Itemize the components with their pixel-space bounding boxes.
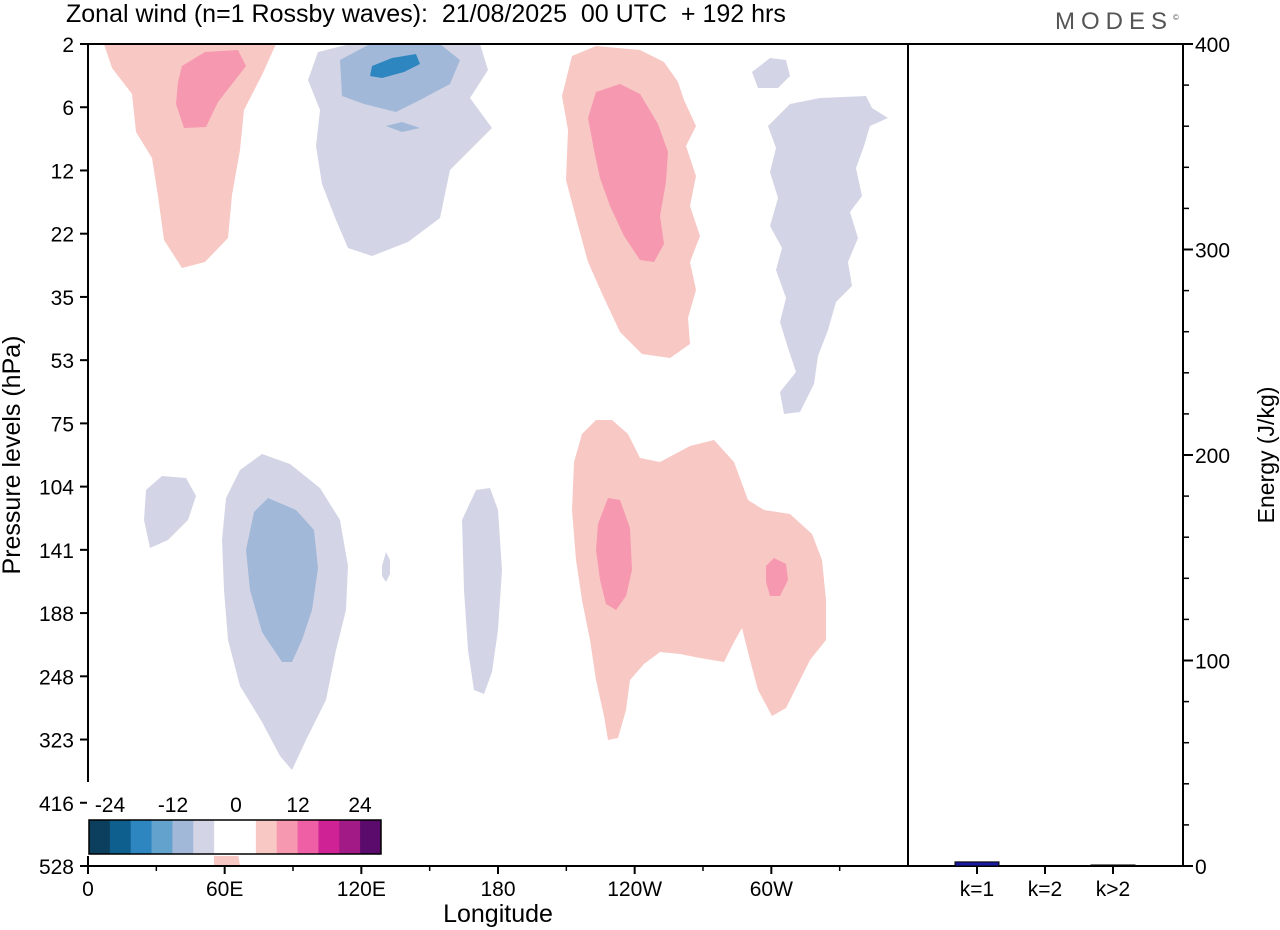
- contour-neg1-trop-d: [462, 488, 502, 694]
- colorbar-swatch: [297, 820, 319, 854]
- colorbar-swatch: [339, 820, 361, 854]
- pressure-tick-label: 2: [62, 34, 74, 57]
- colorbar-swatch: [89, 820, 111, 854]
- contour-neg2-trop-b: [246, 498, 318, 662]
- colorbar-swatch: [109, 820, 132, 854]
- pressure-tick-label: 528: [39, 856, 74, 879]
- pressure-tick-label: 416: [39, 793, 74, 816]
- colorbar-swatch: [130, 820, 153, 854]
- longitude-tick-label: 180: [480, 878, 515, 901]
- contour-pos2-trop-e-b: [766, 558, 788, 596]
- longitude-axis: 0 60E 120E 180 120W 60W: [82, 866, 841, 901]
- contour-pos2-trop-e-a: [596, 498, 632, 610]
- longitude-tick-label: 0: [82, 878, 94, 901]
- energy-bar-1: [954, 861, 1000, 867]
- contour-neg2-strat-b-small: [386, 122, 420, 132]
- pressure-tick-label: 188: [39, 603, 74, 626]
- brand-mark: ©: [1173, 13, 1179, 22]
- colorbar-label: -12: [158, 794, 188, 817]
- colorbar-label: -24: [95, 794, 126, 817]
- pressure-tick-label: 323: [39, 730, 74, 753]
- brand-name: MODES: [1055, 8, 1174, 35]
- energy-bars: k=1 k=2 k>2: [954, 861, 1136, 901]
- energy-tick-label: 400: [1195, 34, 1230, 57]
- energy-tick-label: 100: [1195, 651, 1230, 674]
- colorbar-swatch: [172, 820, 194, 854]
- energy-tick-label: 200: [1195, 445, 1230, 468]
- pressure-tick-label: 35: [51, 287, 74, 310]
- pressure-tick-label: 53: [51, 350, 74, 373]
- wind-field: [104, 44, 888, 866]
- colorbar-swatch: [235, 820, 257, 854]
- energy-bar-3: [1090, 864, 1136, 867]
- pressure-tick-label: 141: [39, 540, 74, 563]
- colorbar-label: 0: [230, 794, 242, 817]
- bar-category-label: k=1: [960, 878, 994, 901]
- chart-title: Zonal wind (n=1 Rossby waves): 21/08/202…: [66, 0, 786, 28]
- colorbar: -24 -12 0 12 24: [87, 782, 383, 856]
- pressure-tick-label: 6: [62, 97, 74, 120]
- contour-pos1-strat-a: [104, 44, 276, 268]
- energy-axis-label: Energy (J/kg): [1253, 387, 1279, 524]
- colorbar-swatch: [151, 820, 173, 854]
- longitude-tick-label: 120W: [607, 878, 662, 901]
- energy-tick-label: 0: [1195, 856, 1207, 879]
- pressure-axis: 2 6 12 22 35 53 75 104 141 188 248 323 416 528: [39, 34, 88, 879]
- pressure-tick-label: 75: [51, 413, 74, 436]
- contour-neg1-trop-a-small: [144, 476, 196, 548]
- colorbar-label: 24: [348, 794, 372, 817]
- longitude-tick-label: 60W: [750, 878, 793, 901]
- x-axis-label: Longitude: [443, 900, 553, 928]
- colorbar-swatch: [214, 820, 236, 854]
- y-axis-label: Pressure levels (hPa): [0, 336, 26, 575]
- contour-neg2-strat-b: [340, 44, 460, 112]
- contour-neg3-strat-b: [370, 54, 420, 78]
- longitude-tick-label: 60E: [206, 878, 243, 901]
- longitude-tick-label: 120E: [337, 878, 386, 901]
- brand-logo: MODES©: [1055, 8, 1179, 36]
- colorbar-frame: [88, 819, 382, 855]
- colorbar-label: 12: [286, 794, 309, 817]
- contour-pos1-trop-e: [572, 420, 826, 740]
- contour-neg1-strat-d-small: [752, 58, 790, 88]
- contour-pos2-strat-a: [176, 50, 246, 128]
- bar-category-label: k=2: [1028, 878, 1062, 901]
- pressure-tick-label: 248: [39, 666, 74, 689]
- pressure-tick-label: 12: [51, 160, 74, 183]
- bar-category-label: k>2: [1096, 878, 1130, 901]
- colorbar-swatch: [360, 820, 382, 854]
- colorbar-swatch: [255, 820, 278, 854]
- colorbar-swatch: [193, 820, 215, 854]
- energy-plot-frame: [907, 43, 1184, 867]
- colorbar-swatch: [318, 820, 340, 854]
- energy-tick-label: 300: [1195, 240, 1230, 263]
- energy-axis: 0 100 200 300 400: [1183, 34, 1230, 879]
- colorbar-swatch: [276, 820, 299, 854]
- contour-neg1-strat-d: [768, 96, 888, 414]
- pressure-tick-label: 22: [51, 224, 74, 247]
- pressure-tick-label: 104: [39, 477, 74, 500]
- contour-neg1-trop-c-tiny: [382, 552, 390, 582]
- contour-pos2-strat-c: [588, 84, 668, 262]
